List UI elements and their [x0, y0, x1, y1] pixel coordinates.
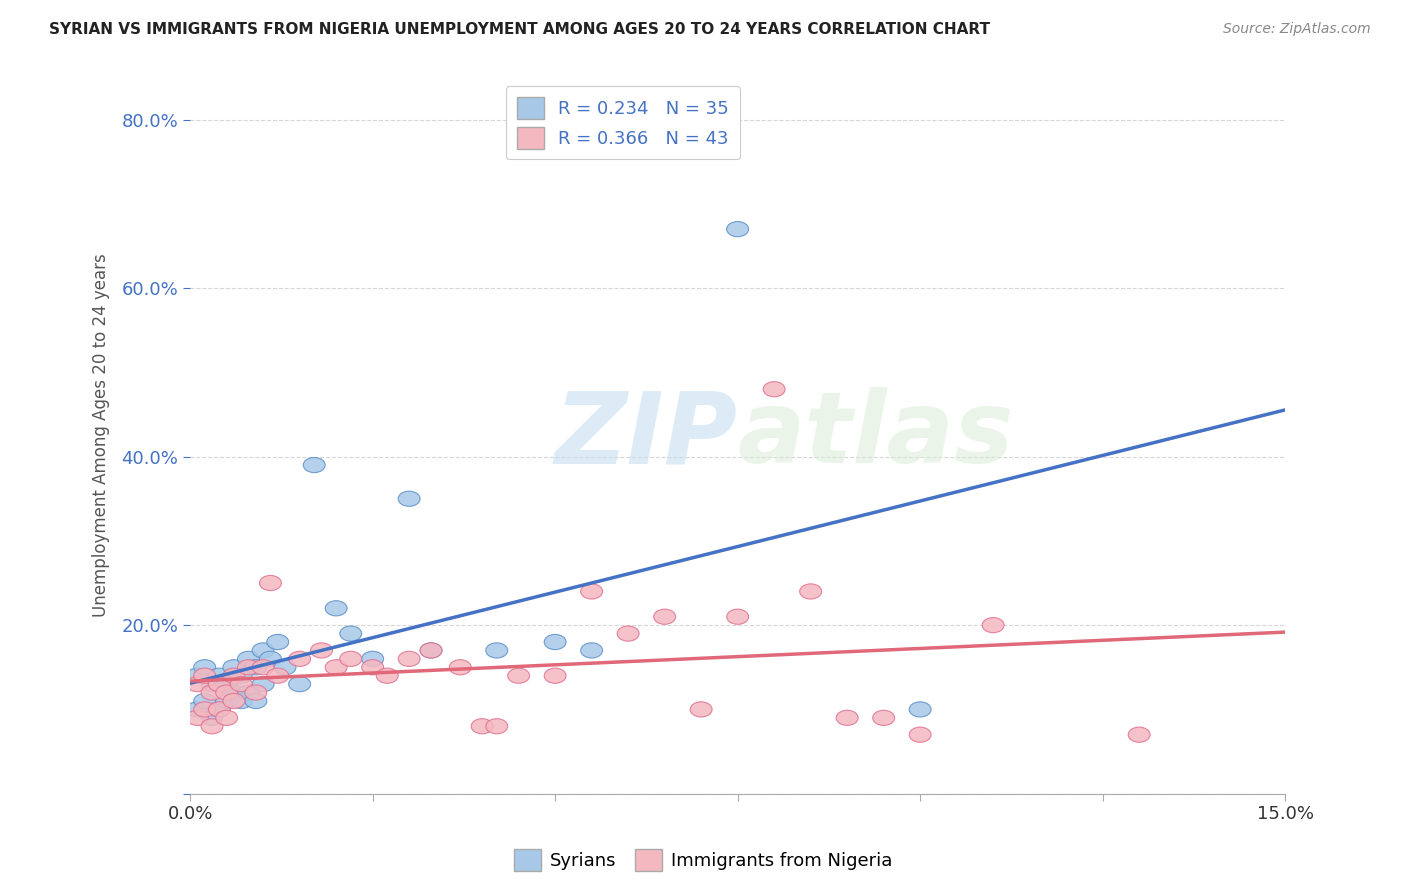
- Y-axis label: Unemployment Among Ages 20 to 24 years: Unemployment Among Ages 20 to 24 years: [93, 253, 110, 617]
- Ellipse shape: [238, 685, 260, 700]
- Ellipse shape: [983, 617, 1004, 632]
- Ellipse shape: [252, 660, 274, 675]
- Ellipse shape: [231, 693, 252, 708]
- Ellipse shape: [304, 458, 325, 473]
- Ellipse shape: [238, 651, 260, 666]
- Ellipse shape: [187, 702, 208, 717]
- Ellipse shape: [910, 702, 931, 717]
- Legend: R = 0.234   N = 35, R = 0.366   N = 43: R = 0.234 N = 35, R = 0.366 N = 43: [506, 87, 740, 160]
- Ellipse shape: [1128, 727, 1150, 742]
- Ellipse shape: [231, 668, 252, 683]
- Ellipse shape: [486, 643, 508, 658]
- Ellipse shape: [800, 584, 821, 599]
- Ellipse shape: [201, 719, 224, 734]
- Text: SYRIAN VS IMMIGRANTS FROM NIGERIA UNEMPLOYMENT AMONG AGES 20 TO 24 YEARS CORRELA: SYRIAN VS IMMIGRANTS FROM NIGERIA UNEMPL…: [49, 22, 990, 37]
- Ellipse shape: [361, 660, 384, 675]
- Ellipse shape: [201, 676, 224, 691]
- Ellipse shape: [361, 651, 384, 666]
- Ellipse shape: [208, 668, 231, 683]
- Ellipse shape: [187, 668, 208, 683]
- Ellipse shape: [544, 634, 567, 649]
- Ellipse shape: [581, 584, 603, 599]
- Ellipse shape: [194, 668, 215, 683]
- Ellipse shape: [267, 634, 288, 649]
- Ellipse shape: [215, 693, 238, 708]
- Ellipse shape: [581, 643, 603, 658]
- Ellipse shape: [763, 382, 785, 397]
- Ellipse shape: [617, 626, 640, 641]
- Ellipse shape: [208, 676, 231, 691]
- Ellipse shape: [245, 685, 267, 700]
- Ellipse shape: [288, 676, 311, 691]
- Ellipse shape: [910, 727, 931, 742]
- Ellipse shape: [224, 660, 245, 675]
- Ellipse shape: [486, 719, 508, 734]
- Ellipse shape: [231, 676, 252, 691]
- Ellipse shape: [215, 710, 238, 725]
- Text: ZIP: ZIP: [554, 387, 738, 484]
- Ellipse shape: [252, 643, 274, 658]
- Ellipse shape: [325, 660, 347, 675]
- Ellipse shape: [340, 651, 361, 666]
- Legend: Syrians, Immigrants from Nigeria: Syrians, Immigrants from Nigeria: [506, 842, 900, 879]
- Text: Source: ZipAtlas.com: Source: ZipAtlas.com: [1223, 22, 1371, 37]
- Ellipse shape: [727, 221, 748, 236]
- Ellipse shape: [208, 702, 231, 717]
- Ellipse shape: [398, 491, 420, 507]
- Ellipse shape: [194, 660, 215, 675]
- Ellipse shape: [245, 660, 267, 675]
- Ellipse shape: [325, 600, 347, 615]
- Ellipse shape: [252, 676, 274, 691]
- Ellipse shape: [194, 693, 215, 708]
- Ellipse shape: [311, 643, 332, 658]
- Ellipse shape: [215, 676, 238, 691]
- Ellipse shape: [260, 651, 281, 666]
- Ellipse shape: [208, 702, 231, 717]
- Ellipse shape: [201, 710, 224, 725]
- Ellipse shape: [238, 660, 260, 675]
- Ellipse shape: [187, 710, 208, 725]
- Ellipse shape: [224, 693, 245, 708]
- Ellipse shape: [837, 710, 858, 725]
- Text: atlas: atlas: [738, 387, 1014, 484]
- Ellipse shape: [727, 609, 748, 624]
- Ellipse shape: [420, 643, 441, 658]
- Ellipse shape: [215, 685, 238, 700]
- Ellipse shape: [224, 668, 245, 683]
- Ellipse shape: [690, 702, 711, 717]
- Ellipse shape: [340, 626, 361, 641]
- Ellipse shape: [187, 676, 208, 691]
- Ellipse shape: [274, 660, 297, 675]
- Ellipse shape: [544, 668, 567, 683]
- Ellipse shape: [471, 719, 494, 734]
- Ellipse shape: [398, 651, 420, 666]
- Ellipse shape: [201, 685, 224, 700]
- Ellipse shape: [288, 651, 311, 666]
- Ellipse shape: [194, 702, 215, 717]
- Ellipse shape: [508, 668, 530, 683]
- Ellipse shape: [654, 609, 676, 624]
- Ellipse shape: [450, 660, 471, 675]
- Ellipse shape: [267, 668, 288, 683]
- Ellipse shape: [873, 710, 894, 725]
- Ellipse shape: [224, 685, 245, 700]
- Ellipse shape: [377, 668, 398, 683]
- Ellipse shape: [420, 643, 441, 658]
- Ellipse shape: [260, 575, 281, 591]
- Ellipse shape: [245, 693, 267, 708]
